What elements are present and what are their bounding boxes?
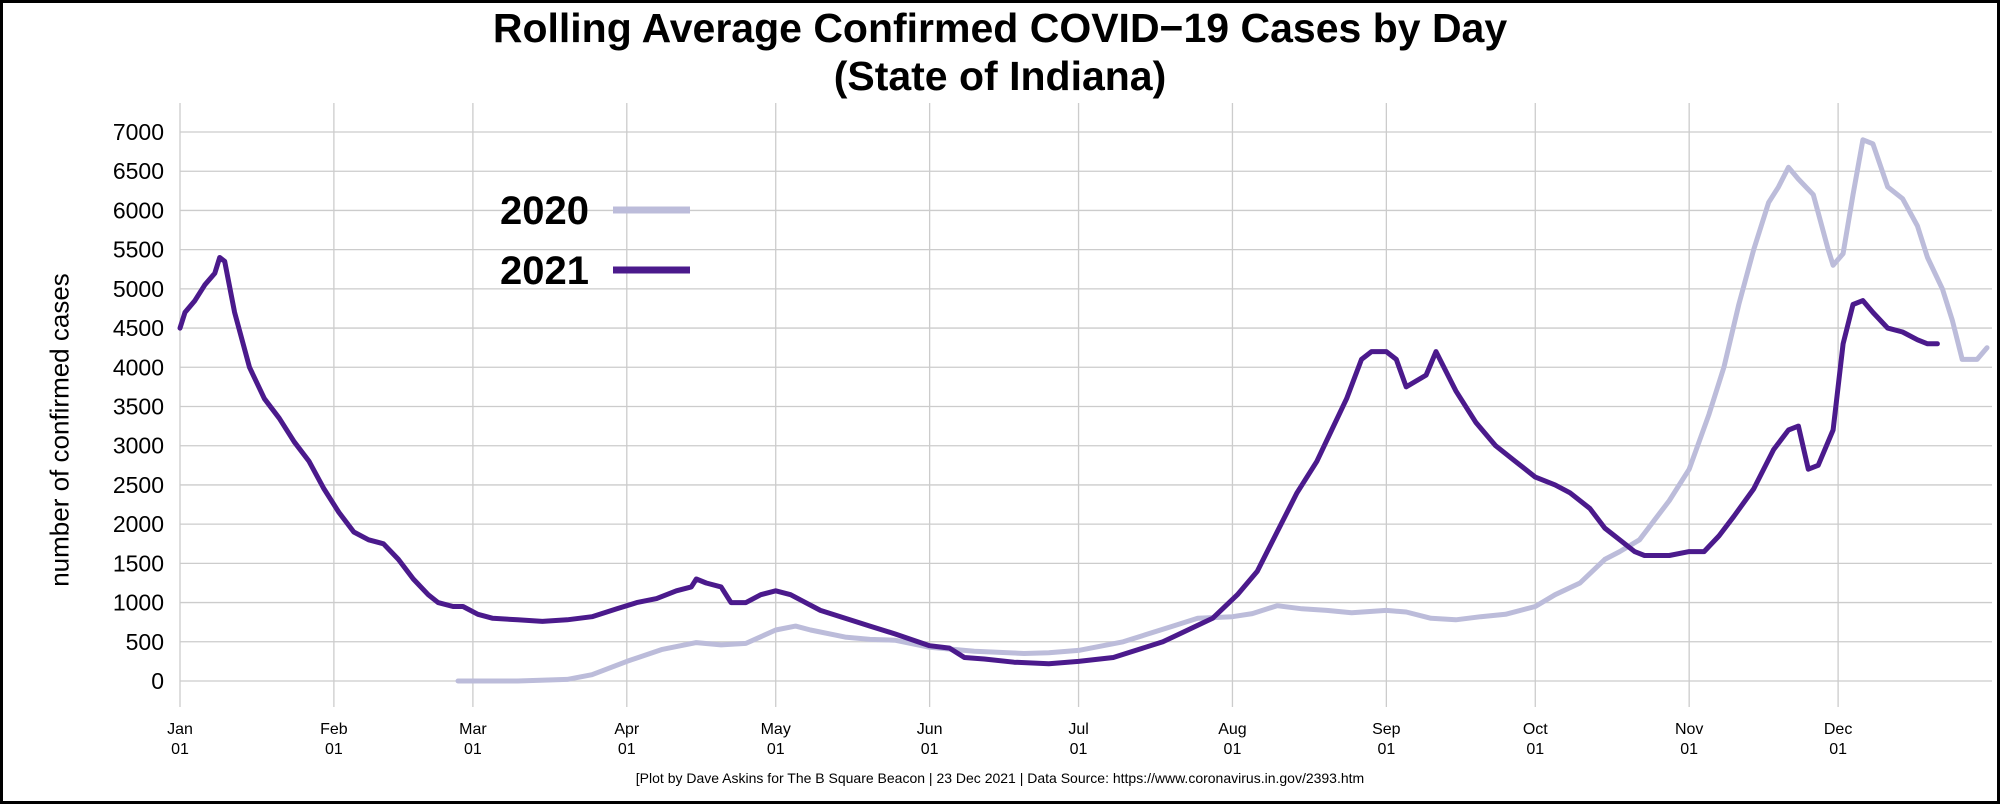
series-line-2020 [455, 137, 1990, 684]
source-caption: [Plot by Dave Askins for The B Square Be… [635, 770, 1365, 786]
y-tick-label: 0 [151, 668, 164, 694]
x-tick-label-month: Apr [614, 721, 640, 738]
y-tick-label: 1500 [113, 550, 164, 576]
x-tick-label-month: Mar [459, 721, 487, 738]
legend-label-2021: 2021 [500, 249, 589, 293]
x-tick-label-month: Jul [1068, 721, 1088, 738]
y-tick-label: 4500 [113, 315, 164, 341]
series-line-2021 [177, 255, 1940, 667]
y-tick-label: 5500 [113, 237, 164, 263]
x-tick-label-day: 01 [1070, 741, 1088, 758]
y-tick-label: 3500 [113, 394, 164, 420]
chart-title-line1: Rolling Average Confirmed COVID−19 Cases… [492, 5, 1508, 51]
x-tick-label-month: Dec [1824, 721, 1852, 738]
x-tick-label-month: Jan [167, 721, 193, 738]
y-tick-label: 6500 [113, 158, 164, 184]
y-tick-label: 5000 [113, 276, 164, 302]
x-tick-label-month: Nov [1675, 721, 1703, 738]
x-tick-label-day: 01 [1829, 741, 1847, 758]
y-tick-label: 4000 [113, 354, 164, 380]
x-tick-label-day: 01 [1377, 741, 1395, 758]
x-tick-label-month: Feb [320, 721, 348, 738]
y-tick-label: 500 [126, 629, 164, 655]
x-tick-label-day: 01 [1526, 741, 1544, 758]
y-tick-label: 2000 [113, 511, 164, 537]
chart-title-line2: (State of Indiana) [833, 53, 1167, 99]
x-tick-label-day: 01 [464, 741, 482, 758]
y-tick-label: 6000 [113, 197, 164, 223]
x-tick-label-month: May [761, 721, 791, 738]
y-tick-label: 3000 [113, 433, 164, 459]
y-tick-label: 1000 [113, 590, 164, 616]
legend-label-2020: 2020 [500, 189, 589, 233]
y-tick-label: 7000 [113, 119, 164, 145]
x-tick-label-day: 01 [325, 741, 343, 758]
x-tick-label-month: Sep [1372, 721, 1401, 738]
y-tick-label: 2500 [113, 472, 164, 498]
x-tick-label-month: Oct [1523, 721, 1548, 738]
x-tick-label-day: 01 [767, 741, 785, 758]
x-tick-label-month: Aug [1218, 721, 1246, 738]
x-tick-label-day: 01 [171, 741, 189, 758]
chart-title: Rolling Average Confirmed COVID−19 Cases… [0, 4, 2000, 100]
x-tick-label-day: 01 [921, 741, 939, 758]
x-tick-label-day: 01 [1224, 741, 1242, 758]
x-tick-label-month: Jun [917, 721, 943, 738]
x-tick-label-day: 01 [618, 741, 636, 758]
x-tick-label-day: 01 [1680, 741, 1698, 758]
